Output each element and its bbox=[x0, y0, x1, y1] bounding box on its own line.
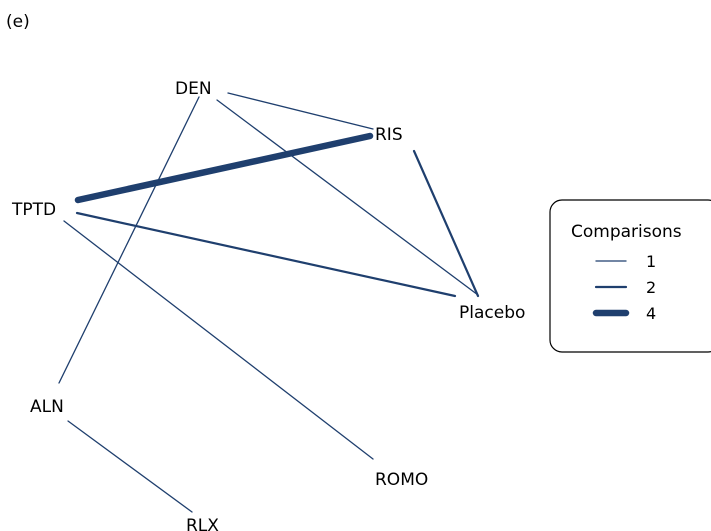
legend-title: Comparisons bbox=[571, 222, 682, 242]
nodes-group: DEN RIS TPTD Placebo ALN ROMO RLX bbox=[11, 79, 525, 531]
edge-ris-placebo bbox=[412, 149, 480, 298]
edge-tptd-ris bbox=[74, 132, 374, 204]
node-label-ris: RIS bbox=[375, 125, 403, 145]
node-label-aln: ALN bbox=[30, 397, 64, 417]
edge-tptd-romo bbox=[63, 220, 374, 460]
legend-items: 1 2 4 bbox=[592, 252, 656, 323]
legend-label-4: 4 bbox=[646, 304, 656, 323]
edge-den-ris bbox=[227, 92, 374, 130]
node-label-placebo: Placebo bbox=[459, 303, 525, 323]
edge-den-aln bbox=[58, 96, 200, 384]
panel-label: (e) bbox=[6, 12, 30, 32]
legend-label-1: 1 bbox=[646, 252, 656, 271]
edges-group bbox=[58, 92, 480, 513]
node-label-tptd: TPTD bbox=[11, 200, 56, 220]
node-label-romo: ROMO bbox=[375, 470, 428, 490]
edge-aln-rlx bbox=[67, 420, 193, 513]
legend-label-2: 2 bbox=[646, 278, 656, 297]
node-label-rlx: RLX bbox=[186, 516, 219, 531]
edge-den-placebo bbox=[216, 99, 479, 296]
edge-tptd-placebo bbox=[75, 211, 457, 298]
legend: Comparisons 1 2 4 bbox=[549, 199, 711, 353]
legend-box bbox=[549, 199, 711, 353]
node-label-den: DEN bbox=[175, 79, 212, 99]
